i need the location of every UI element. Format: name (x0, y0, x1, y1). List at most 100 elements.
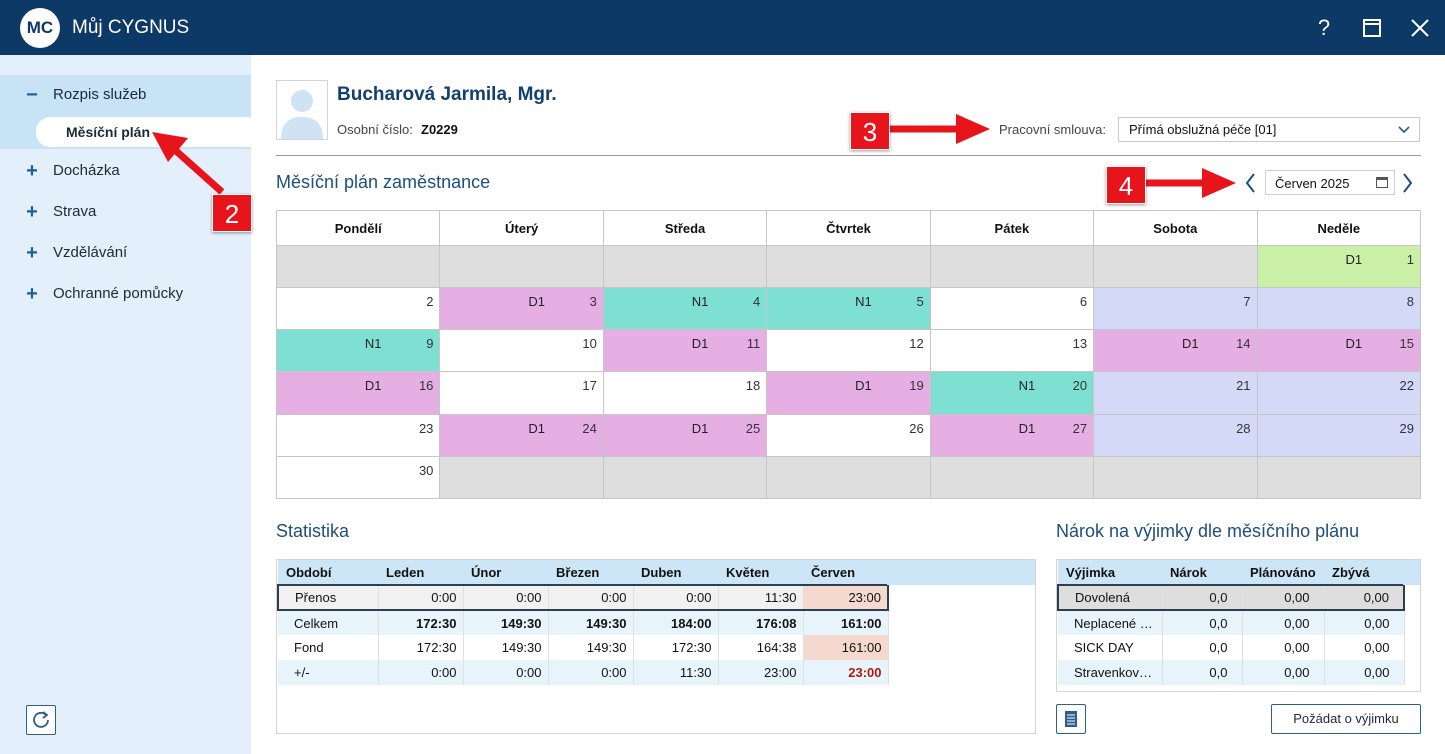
exceptions-cell: 0,00 (1324, 610, 1405, 635)
day-number: 17 (582, 378, 597, 394)
sidebar-item-ochranne-pomucky[interactable]: + Ochranné pomůcky (0, 274, 251, 314)
stats-cell: 0:00 (463, 584, 549, 611)
calendar-day-cell[interactable]: 17 (439, 371, 604, 415)
day-number: 29 (1399, 420, 1414, 436)
calendar-day-cell[interactable]: 10 (439, 329, 604, 373)
sidebar-item-label: Rozpis služeb (53, 86, 147, 103)
exceptions-row[interactable]: Dovolená 0,0 0,00 0,00 (1057, 584, 1405, 611)
day-number: 6 (1079, 294, 1088, 310)
stats-row-label: Fond (278, 635, 379, 660)
day-number: 23 (418, 420, 434, 436)
calendar-day-cell[interactable]: 28 (1093, 413, 1258, 457)
stats-cell: 0:00 (548, 584, 634, 611)
weekday-header: Sobota (1093, 210, 1258, 246)
stats-row[interactable]: Celkem 172:30 149:30 149:30 184:00 176:08 161:… (278, 610, 889, 635)
help-button[interactable]: ? (1317, 15, 1331, 40)
sidebar-item-strava[interactable]: + Strava (0, 192, 251, 232)
calendar-day-outside (275, 244, 441, 289)
calendar-day-cell[interactable]: N1 5 (766, 287, 931, 331)
exceptions-row[interactable]: Neplacené volno 0,0 0,00 0,00 (1058, 610, 1405, 635)
maximize-button[interactable] (1356, 12, 1388, 44)
sidebar-item-rozpis-sluzeb[interactable]: − Rozpis služeb (0, 75, 251, 115)
calendar-day-cell[interactable]: 22 (1256, 371, 1422, 415)
close-button[interactable] (1404, 12, 1436, 44)
calendar-day-cell[interactable]: 23 (275, 413, 441, 457)
calendar-day-cell[interactable]: D1 11 (602, 329, 768, 373)
expand-icon: + (26, 283, 38, 305)
exception-type-label: Stravenkový paušál (1058, 660, 1163, 685)
stats-table: Období Leden Únor Březen Duben Květen Červen P… (277, 560, 889, 685)
arrow-3 (888, 114, 990, 144)
calendar-day-cell[interactable]: N1 20 (929, 371, 1095, 415)
sidebar-item-vzdelavani[interactable]: + Vzdělávání (0, 233, 251, 273)
calendar-day-cell[interactable]: D1 16 (275, 371, 441, 415)
sidebar-item-dochazka[interactable]: + Docházka (0, 151, 251, 191)
weekday-header: Středa (602, 210, 768, 246)
month-picker[interactable]: Červen 2025 (1265, 170, 1395, 195)
stats-row[interactable]: Přenos 0:00 0:00 0:00 0:00 11:30 23:00 (277, 584, 889, 611)
exceptions-row[interactable]: SICK DAY 0,0 0,00 0,00 (1058, 635, 1405, 660)
prev-month-button[interactable] (1243, 172, 1259, 197)
calendar-day-cell[interactable]: 6 (929, 287, 1095, 331)
calendar-day-outside (766, 455, 931, 500)
shift-code: D1 (1018, 420, 1036, 436)
exceptions-cell: 0,00 (1242, 584, 1325, 611)
calendar-day-cell[interactable]: 26 (766, 413, 931, 457)
exceptions-column-header: Nárok (1162, 560, 1242, 585)
exceptions-row[interactable]: Stravenkový paušál0,00,000,00 (1058, 660, 1405, 685)
stats-cell: 149:30 (463, 635, 549, 660)
stats-row[interactable]: Fond 172:30 149:30 149:30 172:30 164:38 161:00 (278, 635, 889, 660)
calendar-day-cell[interactable]: D1 19 (766, 371, 931, 415)
stats-cell: 172:30 (378, 610, 464, 635)
calendar-day-cell[interactable]: N1 4 (602, 287, 768, 331)
employee-avatar (276, 80, 328, 140)
calendar-day-cell[interactable]: 13 (929, 329, 1095, 373)
sidebar-item-label: Vzdělávání (53, 244, 128, 261)
exceptions-cell: 0,00 (1324, 635, 1405, 660)
calendar-day-cell[interactable]: D1 24 (439, 413, 604, 457)
stats-column-header: Období (278, 560, 378, 585)
calendar-day-cell[interactable]: 18 (602, 371, 768, 415)
stats-cell: 172:30 (633, 635, 719, 660)
sidebar-sub-item-mesicni-plan[interactable]: Měsíční plán (36, 117, 251, 147)
refresh-button[interactable] (26, 705, 56, 735)
stats-row[interactable]: +/- 0:00 0:00 0:00 11:30 23:00 23:00 (278, 660, 889, 685)
calendar-day-cell[interactable]: 8 (1256, 287, 1422, 331)
stats-title: Statistika (276, 521, 350, 541)
calendar-day-outside (1093, 244, 1258, 289)
contract-value: Přímá obslužná péče [01] (1129, 122, 1277, 137)
day-number: 18 (745, 378, 761, 394)
request-exception-button[interactable]: Požádat o výjimku (1271, 704, 1421, 734)
calendar-day-cell[interactable]: 2 (275, 287, 441, 331)
calendar-day-cell[interactable]: 7 (1093, 287, 1258, 331)
sidebar-item-label: Ochranné pomůcky (53, 285, 184, 302)
stats-column-header: Červen (803, 560, 888, 585)
expand-icon: + (26, 201, 38, 223)
arrow-4 (1142, 168, 1236, 198)
calendar-day-cell[interactable]: D1 3 (439, 287, 604, 331)
exceptions-column-header: Zbývá (1324, 560, 1404, 585)
calendar-day-cell[interactable]: D1 25 (602, 413, 768, 457)
calendar-day-cell[interactable]: N1 9 (275, 329, 441, 373)
next-month-button[interactable] (1399, 172, 1415, 197)
annotation-badge-3: 3 (850, 112, 890, 150)
contract-select[interactable]: Přímá obslužná péče [01] (1118, 117, 1420, 142)
document-list-button[interactable] (1056, 704, 1086, 734)
exceptions-header-filler (1403, 560, 1420, 585)
calendar-day-cell[interactable]: D1 15 (1256, 329, 1422, 373)
exceptions-cell: 0,00 (1324, 584, 1405, 611)
shift-code: N1 (691, 294, 709, 310)
calendar-day-cell[interactable]: 29 (1256, 413, 1422, 457)
calendar-day-cell[interactable]: D1 27 (929, 413, 1095, 457)
calendar-day-cell[interactable]: D1 14 (1093, 329, 1258, 373)
sidebar-item-label: Docházka (53, 162, 120, 179)
calendar-day-cell[interactable]: D1 1 (1256, 244, 1422, 289)
document-list-icon (1065, 711, 1077, 727)
calendar-icon[interactable] (1376, 177, 1388, 188)
calendar-day-cell[interactable]: 30 (275, 455, 441, 500)
calendar-day-cell[interactable]: 21 (1093, 371, 1258, 415)
day-number: 13 (1072, 336, 1088, 352)
calendar-day-cell[interactable]: 12 (766, 329, 931, 373)
exceptions-cell: 0,00 (1324, 660, 1405, 685)
stats-cell: 176:08 (718, 610, 804, 635)
